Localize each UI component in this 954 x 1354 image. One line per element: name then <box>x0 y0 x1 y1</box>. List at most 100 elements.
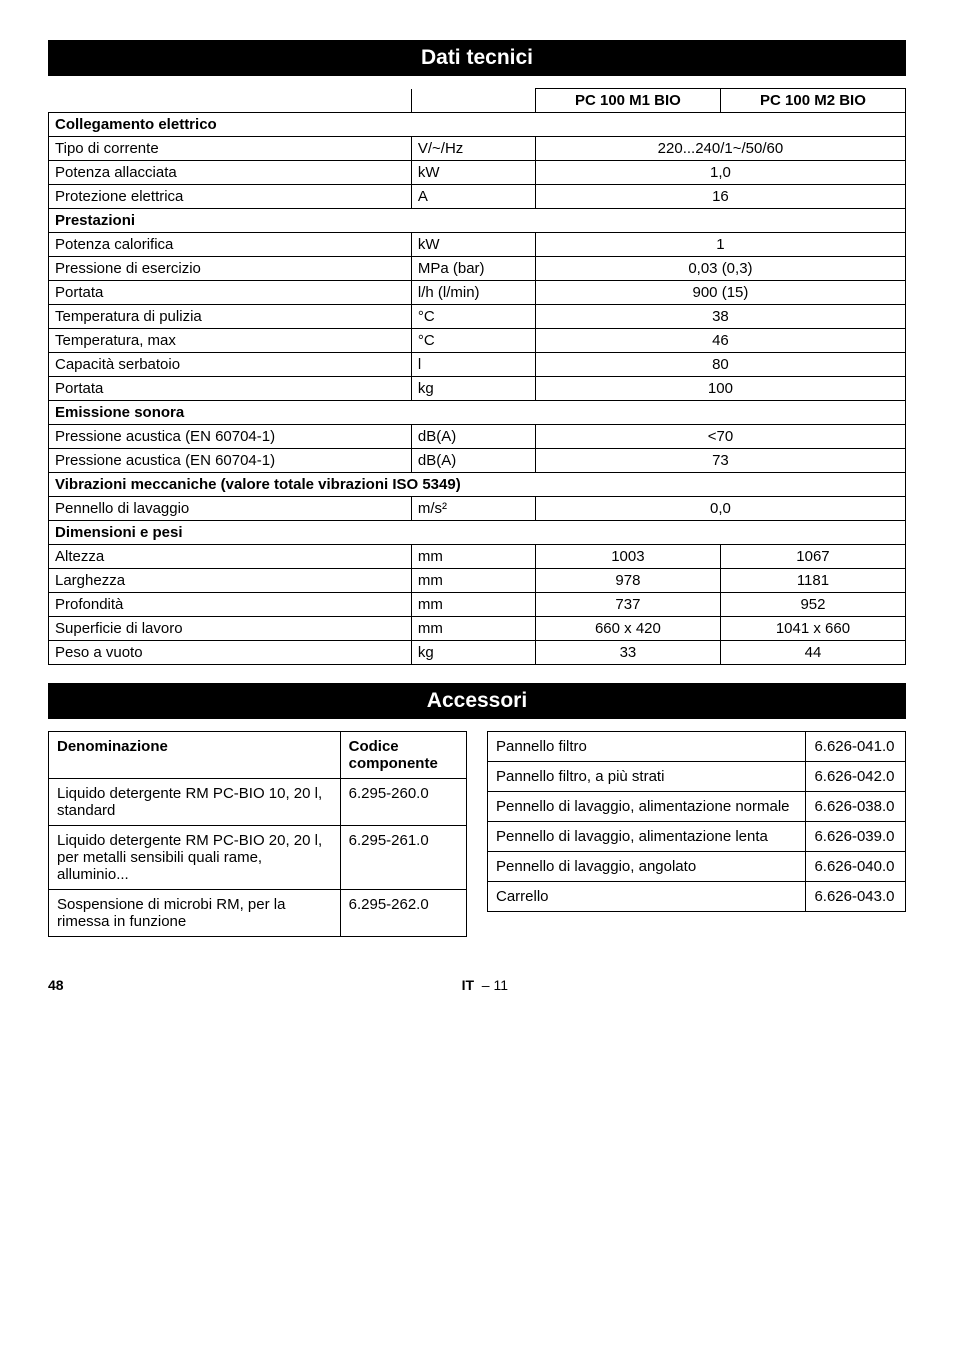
row-unit: dB(A) <box>411 425 535 449</box>
table-row: Pannello filtro 6.626-041.0 <box>488 732 906 762</box>
acc-desc: Pannello filtro, a più strati <box>488 762 806 792</box>
section-heading-dati: Dati tecnici <box>48 40 906 76</box>
row-label: Capacità serbatoio <box>49 353 412 377</box>
acc-head-denom: Denominazione <box>49 732 341 779</box>
table-row: Pannello filtro, a più strati 6.626-042.… <box>488 762 906 792</box>
row-label: Potenza calorifica <box>49 233 412 257</box>
acc-desc: Pennello di lavaggio, alimentazione lent… <box>488 822 806 852</box>
row-label: Altezza <box>49 545 412 569</box>
row-unit: kg <box>411 377 535 401</box>
acc-code: 6.295-261.0 <box>340 826 466 890</box>
section-emissione: Emissione sonora <box>49 401 906 425</box>
row-value: 900 (15) <box>535 281 905 305</box>
table-row: Liquido detergente RM PC-BIO 20, 20 l, p… <box>49 826 467 890</box>
acc-desc: Pannello filtro <box>488 732 806 762</box>
table-row: Liquido detergente RM PC-BIO 10, 20 l, s… <box>49 779 467 826</box>
row-value: <70 <box>535 425 905 449</box>
acc-code: 6.295-260.0 <box>340 779 466 826</box>
acc-code: 6.626-043.0 <box>806 882 906 912</box>
row-unit: l/h (l/min) <box>411 281 535 305</box>
row-value-1: 1003 <box>535 545 720 569</box>
row-value: 0,03 (0,3) <box>535 257 905 281</box>
acc-code: 6.626-038.0 <box>806 792 906 822</box>
row-value-2: 1181 <box>720 569 905 593</box>
row-unit: m/s² <box>411 497 535 521</box>
row-unit: °C <box>411 329 535 353</box>
row-unit: V/~/Hz <box>411 137 535 161</box>
section-prestazioni: Prestazioni <box>49 209 906 233</box>
page-lang: IT – 11 <box>462 977 508 993</box>
section-collegamento: Collegamento elettrico <box>49 113 906 137</box>
row-label: Pressione acustica (EN 60704-1) <box>49 425 412 449</box>
row-value-1: 660 x 420 <box>535 617 720 641</box>
row-unit: kW <box>411 233 535 257</box>
row-label: Profondità <box>49 593 412 617</box>
row-value: 100 <box>535 377 905 401</box>
row-unit: kW <box>411 161 535 185</box>
section-heading-accessori: Accessori <box>48 683 906 719</box>
row-value: 220...240/1~/50/60 <box>535 137 905 161</box>
row-value-2: 44 <box>720 641 905 665</box>
row-unit: dB(A) <box>411 449 535 473</box>
acc-desc: Carrello <box>488 882 806 912</box>
acc-code: 6.295-262.0 <box>340 890 466 937</box>
row-unit: mm <box>411 593 535 617</box>
row-label: Pressione acustica (EN 60704-1) <box>49 449 412 473</box>
table-row: Pennello di lavaggio, angolato 6.626-040… <box>488 852 906 882</box>
table-row: Pennello di lavaggio, alimentazione norm… <box>488 792 906 822</box>
row-value-1: 737 <box>535 593 720 617</box>
row-value-1: 33 <box>535 641 720 665</box>
table-row: Pennello di lavaggio, alimentazione lent… <box>488 822 906 852</box>
row-value-2: 1041 x 660 <box>720 617 905 641</box>
row-unit: mm <box>411 569 535 593</box>
blank-cell <box>411 89 535 113</box>
blank-cell <box>49 89 412 113</box>
row-value: 16 <box>535 185 905 209</box>
acc-code: 6.626-039.0 <box>806 822 906 852</box>
row-value: 1,0 <box>535 161 905 185</box>
page-number-left: 48 <box>48 977 64 993</box>
row-unit: MPa (bar) <box>411 257 535 281</box>
row-value: 46 <box>535 329 905 353</box>
section-vibrazioni: Vibrazioni meccaniche (valore totale vib… <box>49 473 906 497</box>
row-label: Larghezza <box>49 569 412 593</box>
row-value: 0,0 <box>535 497 905 521</box>
row-label: Pennello di lavaggio <box>49 497 412 521</box>
row-label: Peso a vuoto <box>49 641 412 665</box>
acc-code: 6.626-041.0 <box>806 732 906 762</box>
row-label: Portata <box>49 281 412 305</box>
row-unit: A <box>411 185 535 209</box>
acc-desc: Sospensione di microbi RM, per la rimess… <box>49 890 341 937</box>
technical-data-table: PC 100 M1 BIO PC 100 M2 BIO Collegamento… <box>48 88 906 665</box>
row-value: 38 <box>535 305 905 329</box>
acc-head-codice: Codice componente <box>340 732 466 779</box>
acc-desc: Liquido detergente RM PC-BIO 10, 20 l, s… <box>49 779 341 826</box>
section-dimensioni: Dimensioni e pesi <box>49 521 906 545</box>
row-value: 1 <box>535 233 905 257</box>
row-unit: mm <box>411 617 535 641</box>
page-footer: 48 IT – 11 <box>48 977 906 993</box>
acc-desc: Pennello di lavaggio, alimentazione norm… <box>488 792 806 822</box>
accessories-table-right: Pannello filtro 6.626-041.0 Pannello fil… <box>487 731 906 912</box>
row-label: Temperatura di pulizia <box>49 305 412 329</box>
accessories-table-left: Denominazione Codice componente Liquido … <box>48 731 467 937</box>
row-unit: l <box>411 353 535 377</box>
row-label: Portata <box>49 377 412 401</box>
row-value-2: 1067 <box>720 545 905 569</box>
row-value-2: 952 <box>720 593 905 617</box>
row-label: Superficie di lavoro <box>49 617 412 641</box>
row-label: Protezione elettrica <box>49 185 412 209</box>
row-label: Potenza allacciata <box>49 161 412 185</box>
acc-desc: Pennello di lavaggio, angolato <box>488 852 806 882</box>
row-label: Temperatura, max <box>49 329 412 353</box>
row-label: Pressione di esercizio <box>49 257 412 281</box>
row-unit: °C <box>411 305 535 329</box>
acc-code: 6.626-040.0 <box>806 852 906 882</box>
row-value-1: 978 <box>535 569 720 593</box>
acc-code: 6.626-042.0 <box>806 762 906 792</box>
row-unit: kg <box>411 641 535 665</box>
row-value: 73 <box>535 449 905 473</box>
col-header-pc2: PC 100 M2 BIO <box>720 89 905 113</box>
col-header-pc1: PC 100 M1 BIO <box>535 89 720 113</box>
acc-desc: Liquido detergente RM PC-BIO 20, 20 l, p… <box>49 826 341 890</box>
